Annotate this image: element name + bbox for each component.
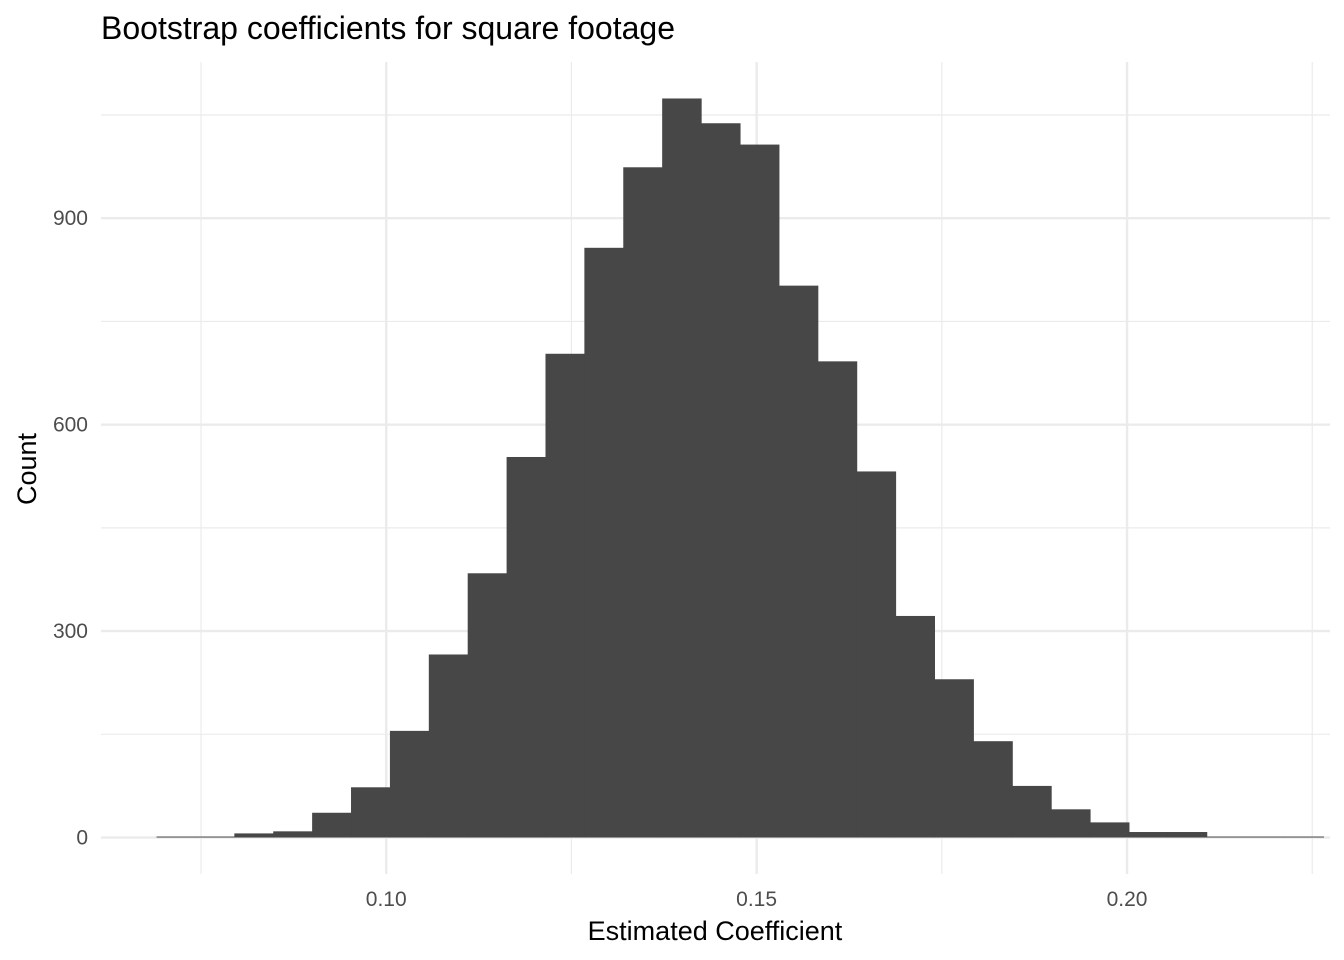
histogram-bar (1245, 836, 1286, 838)
y-axis-tick-labels: 0 300 600 900 (53, 207, 88, 849)
histogram-bar (545, 353, 585, 838)
histogram-bar (662, 98, 702, 838)
histogram-bar (312, 812, 352, 838)
y-axis-title: Count (12, 432, 42, 505)
histogram-bar (506, 456, 547, 838)
histogram-bar (895, 615, 936, 838)
histogram-bar (623, 167, 663, 838)
histogram-bar (467, 573, 508, 838)
histogram-bar (1206, 836, 1247, 838)
histogram-bar (1167, 832, 1208, 838)
histogram-bar (351, 787, 391, 838)
y-tick-label: 600 (53, 414, 88, 437)
histogram-bar (1012, 785, 1052, 838)
histogram-bar (934, 679, 974, 838)
y-tick-label: 900 (53, 207, 88, 230)
histogram-bar (195, 836, 235, 838)
histogram-bar (389, 730, 430, 838)
histogram-bar (584, 247, 624, 838)
histogram-bar (817, 361, 858, 838)
histogram-bar (701, 123, 741, 838)
histogram-bar (1089, 822, 1130, 838)
histogram-bar (428, 654, 469, 838)
x-tick-label: 0.10 (366, 888, 407, 911)
histogram-bar (234, 833, 274, 838)
histogram-bar (1284, 836, 1324, 838)
x-tick-label: 0.15 (736, 888, 777, 911)
histogram-bar (973, 741, 1013, 838)
x-axis-title: Estimated Coefficient (588, 916, 843, 946)
histogram-bars (156, 98, 1324, 838)
y-tick-label: 0 (76, 827, 88, 850)
histogram-bar (156, 836, 197, 838)
histogram-bar (778, 285, 819, 838)
histogram-bar (856, 471, 897, 838)
x-axis-tick-labels: 0.10 0.15 0.20 (366, 888, 1148, 911)
histogram-bar (739, 144, 780, 838)
histogram-bar (273, 831, 313, 838)
y-tick-label: 300 (53, 620, 88, 643)
histogram-bar (1128, 832, 1169, 838)
chart-title: Bootstrap coefficients for square footag… (101, 10, 675, 46)
x-tick-label: 0.20 (1107, 888, 1148, 911)
histogram-bar (1051, 809, 1091, 838)
